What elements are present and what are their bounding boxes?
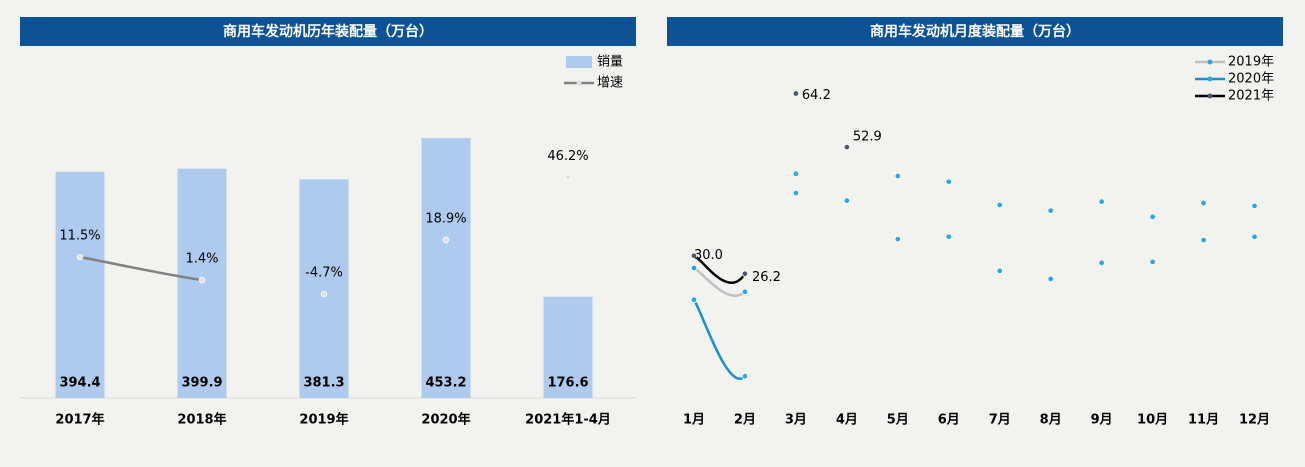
x-tick-label: 2020年 <box>421 412 470 428</box>
x-tick-label: 10月 <box>1137 413 1168 428</box>
x-tick-label: 8月 <box>1040 413 1062 428</box>
legend-swatch <box>576 80 582 86</box>
marker <box>1047 207 1054 214</box>
x-tick-label: 6月 <box>938 413 960 428</box>
data-label: -4.7% <box>305 266 343 281</box>
data-label: 52.9 <box>853 130 882 145</box>
data-label: 381.3 <box>303 376 344 391</box>
legend-label: 2021年 <box>1228 89 1274 104</box>
marker <box>1251 233 1258 240</box>
legend-swatch <box>1207 93 1213 99</box>
bar <box>421 138 471 398</box>
marker <box>894 172 902 180</box>
marker <box>1200 236 1207 244</box>
legend-swatch <box>1207 59 1213 65</box>
marker <box>792 90 800 97</box>
line <box>79 255 203 282</box>
line <box>692 299 746 380</box>
data-label: 394.4 <box>59 376 100 391</box>
chart-title: 商用车发动机历年装配量（万台） <box>223 23 433 40</box>
marker <box>1149 258 1156 266</box>
x-tick-label: 5月 <box>887 413 909 428</box>
marker <box>564 174 572 181</box>
x-tick-label: 2019年 <box>299 412 348 428</box>
marker <box>198 276 206 284</box>
x-tick-label: 2月 <box>734 413 756 428</box>
marker <box>690 264 698 272</box>
marker <box>1098 259 1105 267</box>
marker <box>690 252 698 259</box>
chart-title: 商用车发动机月度装配量（万台） <box>870 23 1080 40</box>
line <box>693 266 746 297</box>
marker <box>843 197 851 204</box>
legend-swatch <box>1207 76 1213 82</box>
data-label: 453.2 <box>425 376 466 391</box>
x-tick-label: 1月 <box>683 413 705 428</box>
marker <box>996 201 1003 209</box>
marker <box>690 296 698 304</box>
marker <box>1098 198 1105 205</box>
line <box>693 254 746 284</box>
marker <box>320 290 328 298</box>
data-label: 176.6 <box>547 376 588 391</box>
marker <box>1251 202 1258 210</box>
legend-swatch <box>566 56 592 68</box>
data-label: 26.2 <box>752 270 781 285</box>
data-label: 64.2 <box>802 88 831 103</box>
marker <box>945 178 952 185</box>
x-tick-label: 3月 <box>785 413 807 428</box>
marker <box>945 233 952 240</box>
bar <box>299 179 349 398</box>
x-tick-label: 4月 <box>836 413 858 428</box>
bar <box>177 168 227 398</box>
data-label: 11.5% <box>59 228 100 243</box>
marker <box>1149 213 1156 221</box>
marker <box>792 170 800 177</box>
x-tick-label: 11月 <box>1188 413 1219 428</box>
data-label: 30.0 <box>694 248 723 263</box>
legend-label: 增速 <box>597 76 623 91</box>
bar <box>55 171 105 398</box>
marker <box>741 372 749 380</box>
data-label: 18.9% <box>425 211 466 226</box>
x-tick-label: 2018年 <box>177 412 226 428</box>
legend-label: 销量 <box>597 55 623 70</box>
legend-label: 2019年 <box>1228 55 1274 70</box>
title-bar <box>20 17 636 46</box>
marker <box>1047 275 1054 283</box>
x-tick-label: 2021年1-4月 <box>525 412 611 428</box>
marker <box>442 236 450 244</box>
data-label: 1.4% <box>185 252 218 267</box>
marker <box>741 288 749 295</box>
marker <box>792 189 800 197</box>
x-tick-label: 9月 <box>1091 413 1113 428</box>
bar <box>543 296 593 398</box>
x-tick-label: 7月 <box>989 413 1011 428</box>
marker <box>843 143 851 151</box>
x-tick-label: 12月 <box>1239 413 1270 428</box>
marker <box>741 270 749 277</box>
x-tick-label: 2017年 <box>55 412 104 428</box>
data-label: 399.9 <box>181 376 222 391</box>
marker <box>996 267 1003 275</box>
data-label: 46.2% <box>547 149 588 164</box>
marker <box>894 235 902 243</box>
legend-label: 2020年 <box>1228 72 1274 87</box>
marker <box>1200 199 1207 207</box>
marker <box>76 253 84 261</box>
title-bar <box>667 17 1283 46</box>
